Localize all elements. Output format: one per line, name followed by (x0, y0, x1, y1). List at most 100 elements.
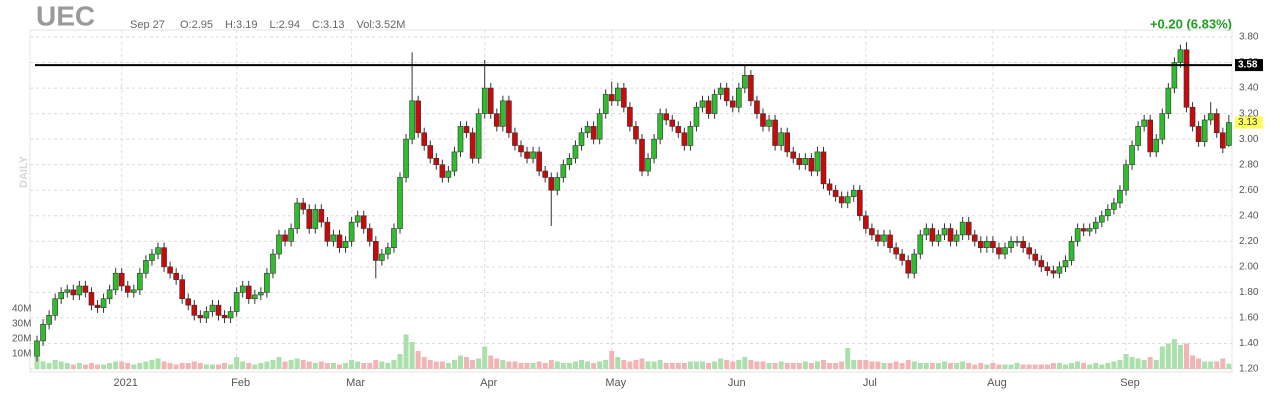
candle-body (524, 151, 530, 159)
candle-body (887, 234, 893, 248)
candle-body (990, 241, 996, 248)
volume-bar (355, 361, 361, 369)
y-tick-label: 1.80 (1239, 287, 1259, 298)
volume-bar (46, 363, 52, 369)
volume-bar (693, 361, 699, 369)
candle-body (324, 221, 331, 242)
volume-bar (324, 363, 330, 369)
volume-bar (88, 363, 94, 369)
volume-bar (40, 361, 46, 369)
candle-body (1038, 260, 1045, 268)
volume-bar (996, 364, 1002, 369)
volume-bar (373, 360, 379, 369)
volume-bar (421, 357, 427, 369)
volume-bar (1202, 361, 1208, 369)
candle-body (1032, 253, 1039, 261)
candle-body (354, 215, 361, 223)
candle-body (336, 234, 343, 248)
volume-bar (1111, 361, 1117, 369)
candle-body (856, 189, 863, 217)
candle-body (820, 151, 827, 185)
candle-body (1165, 87, 1172, 114)
volume-bar (542, 363, 548, 369)
candle-body (439, 164, 446, 178)
candle-body (82, 285, 89, 293)
candle-body (838, 196, 845, 204)
candle-body (312, 209, 319, 229)
volume-bar (621, 360, 627, 369)
x-tick-label: 2021 (113, 377, 137, 389)
candle-body (46, 315, 52, 325)
candle-body (143, 260, 149, 274)
volume-bar (470, 360, 476, 369)
y-tick-label: 2.60 (1239, 185, 1259, 196)
volume-bar (276, 357, 282, 369)
candle-body (1226, 122, 1232, 146)
candle-body (717, 87, 724, 95)
candle-body (657, 113, 663, 140)
candle-body (699, 100, 706, 108)
candle-body (70, 289, 77, 296)
candle-body (639, 138, 645, 172)
candle-body (935, 234, 942, 242)
volume-bar (887, 363, 893, 369)
candle-body (1074, 228, 1081, 242)
volume-bar (179, 363, 185, 369)
candle-body (276, 234, 282, 255)
volume-bar (167, 363, 173, 369)
volume-bar (1014, 363, 1020, 369)
volume-bar (1214, 361, 1220, 369)
volume-bar (1002, 364, 1008, 369)
candle-body (748, 75, 754, 102)
volume-bar (488, 355, 494, 369)
candle-body (1068, 241, 1075, 261)
candle-body (929, 228, 936, 242)
volume-bar (379, 361, 385, 369)
candle-body (161, 247, 167, 268)
volume-bar (149, 360, 155, 369)
candle-body (578, 132, 585, 146)
candle-body (52, 298, 58, 316)
volume-bar (560, 363, 566, 369)
date: Sep 27 (130, 19, 165, 31)
volume-bar (566, 363, 572, 369)
volume-bar (663, 363, 669, 369)
candle-body (106, 289, 113, 300)
volume-bar (1208, 361, 1214, 369)
candle-body (566, 158, 573, 165)
candle-body (614, 87, 621, 102)
period-label: DAILY (18, 155, 30, 188)
level-label-box (1235, 59, 1263, 72)
volume-bar (70, 364, 76, 369)
volume-bar (1135, 358, 1141, 369)
volume-bar (119, 361, 125, 369)
candle-body (451, 151, 458, 172)
candle-body (1050, 270, 1057, 274)
x-tick-label: Aug (987, 377, 1007, 389)
candle-body (221, 315, 228, 319)
candle-body (596, 113, 603, 140)
candle-body (421, 132, 428, 146)
volume-bar (615, 357, 621, 369)
volume-bar (942, 361, 947, 369)
volume-bar (76, 363, 82, 369)
volume-bar (1069, 363, 1075, 369)
volume-bar (1087, 364, 1093, 369)
candle-body (608, 94, 615, 102)
candle-body (379, 253, 385, 261)
candle-body (457, 126, 464, 153)
ohlc-info: L:2.94 (269, 19, 300, 31)
volume-bar (343, 363, 349, 369)
volume-bar (482, 346, 488, 369)
y-tick-label: 1.40 (1239, 338, 1259, 349)
candle-body (288, 228, 294, 242)
candle-body (360, 215, 367, 229)
candle-body (554, 177, 561, 191)
volume-bar (385, 363, 391, 369)
volume-tick-label: 30M (12, 319, 31, 330)
volume-bar (718, 358, 724, 369)
candle-body (1129, 145, 1135, 165)
volume-bar (185, 363, 191, 369)
candle-body (1195, 126, 1202, 143)
volume-bar (1093, 363, 1099, 369)
